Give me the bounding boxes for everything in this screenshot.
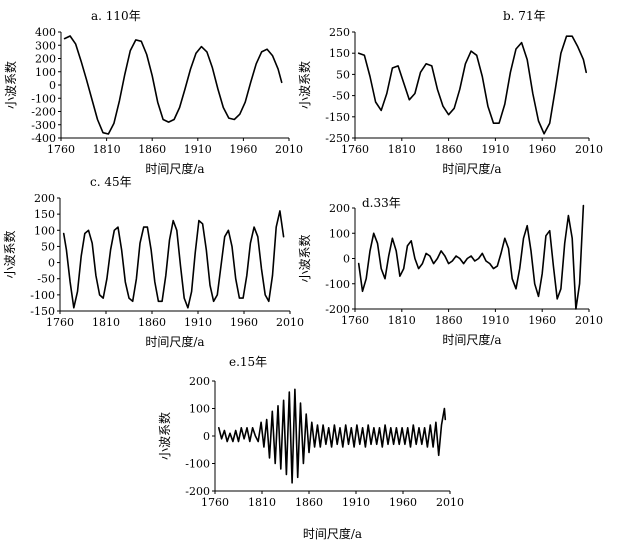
y-tick-label: 200: [329, 202, 350, 215]
y-tick-label: -300: [31, 119, 56, 132]
y-tick-label: -50: [37, 273, 55, 286]
y-axis-title: 小波系数: [297, 234, 312, 282]
x-tick-label: 1960: [528, 314, 556, 327]
y-tick-label: 0: [343, 253, 350, 266]
x-axis-title: 时间尺度/a: [145, 334, 204, 349]
x-axis-title: 时间尺度/a: [442, 161, 501, 176]
x-tick-label: 1910: [481, 314, 509, 327]
x-tick-label: 1760: [47, 143, 75, 156]
x-tick-label: 1760: [46, 316, 74, 329]
y-tick-label: -100: [325, 278, 350, 291]
x-tick-label: 1860: [435, 143, 463, 156]
y-tick-label: 0: [49, 79, 56, 92]
y-tick-label: 50: [336, 68, 350, 81]
panel-title: a. 110年: [91, 9, 141, 23]
x-tick-label: 1960: [229, 143, 257, 156]
y-tick-label: -50: [332, 90, 350, 103]
panel-title: c. 45年: [90, 175, 132, 189]
x-tick-label: 2010: [276, 316, 304, 329]
chart-panel-3: 1760 1810 1860 1910 1960 2010 -200 -100 0 100 200 d…: [297, 196, 603, 347]
y-tick-label: -400: [31, 132, 56, 145]
y-tick-label: 200: [189, 375, 210, 388]
panel-title: e.15年: [229, 355, 267, 369]
y-tick-label: 100: [35, 66, 56, 79]
x-tick-label: 1860: [435, 314, 463, 327]
x-tick-label: 1810: [92, 316, 120, 329]
y-tick-label: -200: [185, 485, 210, 498]
series-line-0: [357, 204, 585, 310]
x-tick-label: 1760: [341, 314, 369, 327]
x-tick-label: 2010: [575, 314, 603, 327]
x-tick-label: 1910: [481, 143, 509, 156]
y-tick-label: -200: [325, 303, 350, 316]
y-tick-label: 0: [203, 430, 210, 443]
y-tick-label: 50: [41, 240, 55, 253]
x-tick-label: 1960: [230, 316, 258, 329]
x-tick-label: 2010: [275, 143, 303, 156]
series-line-0: [62, 210, 285, 309]
x-tick-label: 1760: [341, 143, 369, 156]
x-tick-label: 1860: [138, 143, 166, 156]
y-tick-label: 200: [34, 192, 55, 205]
y-tick-label: -100: [185, 458, 210, 471]
y-tick-label: 200: [35, 53, 56, 66]
y-tick-label: 100: [189, 403, 210, 416]
y-tick-label: -150: [30, 305, 55, 318]
panel-title: b. 71年: [503, 9, 546, 23]
panel-title: d.33年: [362, 196, 401, 210]
x-tick-label: 1810: [388, 314, 416, 327]
x-tick-label: 2010: [575, 143, 603, 156]
y-tick-label: 250: [329, 26, 350, 39]
x-tick-label: 1810: [93, 143, 121, 156]
x-tick-label: 1760: [201, 496, 229, 509]
x-tick-label: 1810: [388, 143, 416, 156]
y-tick-label: -200: [31, 106, 56, 119]
x-tick-label: 1910: [184, 143, 212, 156]
y-tick-label: -100: [31, 92, 56, 105]
series-line-0: [218, 388, 447, 484]
y-axis-title: 小波系数: [2, 230, 17, 278]
chart-panel-1: 1760 1810 1860 1910 1960 2010 -250 -150 -50 50 150…: [297, 9, 603, 176]
y-axis-title: 小波系数: [297, 61, 312, 109]
x-tick-label: 1960: [389, 496, 417, 509]
x-tick-label: 1810: [248, 496, 276, 509]
y-tick-label: 400: [35, 26, 56, 39]
x-tick-label: 1910: [342, 496, 370, 509]
x-tick-label: 1860: [295, 496, 323, 509]
y-tick-label: 100: [329, 227, 350, 240]
x-axis-title: 时间尺度/a: [303, 526, 362, 541]
y-axis-title: 小波系数: [157, 412, 172, 460]
y-tick-label: -250: [325, 132, 350, 145]
y-tick-label: -100: [30, 289, 55, 302]
x-axis-title: 时间尺度/a: [145, 161, 204, 176]
y-tick-label: 100: [34, 224, 55, 237]
x-tick-label: 1960: [528, 143, 556, 156]
x-tick-label: 1910: [184, 316, 212, 329]
chart-panel-0: 1760 1810 1860 1910 1960 2010 -400-300-200-100…: [3, 9, 303, 176]
chart-panel-4: 1760 1810 1860 1910 1960 2010 -200 -100 0 100 200 e…: [157, 355, 464, 541]
series-line-0: [357, 35, 588, 135]
x-tick-label: 2010: [436, 496, 464, 509]
x-tick-label: 1860: [138, 316, 166, 329]
y-tick-label: -150: [325, 111, 350, 124]
series-line-0: [63, 35, 283, 135]
y-tick-label: 0: [48, 257, 55, 270]
x-axis-title: 时间尺度/a: [442, 332, 501, 347]
chart-panel-2: 1760 1810 1860 1910 1960 2010 -150 -100 -50 0 50 10…: [2, 175, 304, 349]
y-tick-label: 150: [34, 208, 55, 221]
y-tick-label: 150: [329, 47, 350, 60]
y-tick-label: 300: [35, 39, 56, 52]
y-axis-title: 小波系数: [3, 61, 18, 109]
